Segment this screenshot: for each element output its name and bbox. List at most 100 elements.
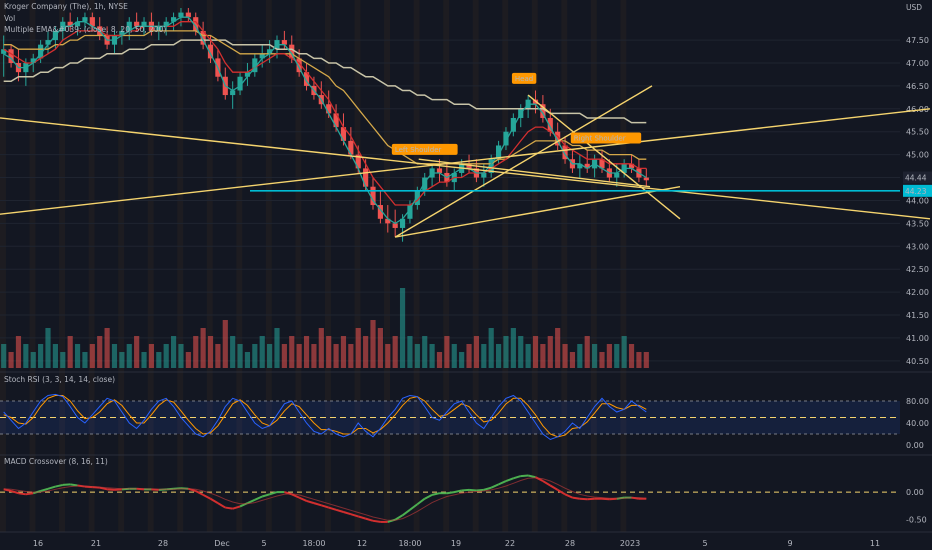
volume-bar (178, 344, 184, 368)
session-band (236, 0, 243, 532)
candle (495, 145, 502, 160)
y-tick-label: 43.00 (906, 242, 929, 251)
candle (67, 21, 73, 27)
candle (370, 186, 376, 206)
volume-bar (215, 344, 221, 368)
macd-segment (84, 485, 93, 489)
candle (296, 58, 302, 73)
macd-segment (549, 484, 559, 491)
x-tick-label: 28 (565, 539, 575, 548)
candle (547, 117, 553, 132)
volume-bar (222, 320, 228, 368)
volume-bar (355, 328, 361, 368)
volume-bar (97, 336, 103, 368)
volume-bar (370, 320, 376, 368)
x-tick-label: 21 (91, 539, 101, 548)
session-band (531, 0, 538, 532)
volume-bar (562, 344, 568, 368)
volume-bar (119, 352, 125, 368)
volume-bar (436, 352, 443, 368)
candle (244, 72, 251, 77)
stoch-rsi-title: Stoch RSI (3, 3, 14, 14, close) (4, 375, 115, 384)
candle (584, 163, 590, 169)
volume-bar (399, 288, 406, 368)
volume-bar (621, 336, 627, 368)
macd-segment (513, 475, 522, 480)
x-tick-label: 22 (505, 539, 515, 548)
macd-segment (468, 488, 477, 492)
candle (333, 113, 339, 128)
macd-segment (306, 499, 315, 505)
support-price-tag-box (903, 184, 932, 197)
macd-segment (114, 488, 122, 491)
volume-bar (15, 336, 22, 368)
session-band (147, 0, 154, 532)
volume-bar (407, 336, 413, 368)
last-price-tag-box (903, 171, 932, 184)
macd-segment (328, 506, 337, 511)
volume-bar (74, 344, 81, 368)
y-tick-label: 40.50 (906, 357, 929, 366)
volume-bar (459, 352, 465, 368)
macd-signal-line (3, 477, 647, 521)
volume-bar (111, 344, 118, 368)
trend-line (0, 117, 931, 220)
macd-segment (99, 486, 108, 491)
volume-bar (614, 344, 620, 368)
candle (134, 21, 140, 27)
macd-segment (202, 493, 211, 500)
chart-title: Kroger Company (The), 1h, NYSE (4, 2, 128, 11)
candle (340, 127, 347, 141)
macd-segment (527, 474, 536, 479)
candle (363, 168, 369, 187)
candle (1, 49, 7, 54)
volume-bar (488, 328, 494, 368)
volume-bar (281, 344, 287, 368)
x-tick-label: 5 (702, 539, 707, 548)
volume-bar (303, 336, 310, 368)
candle (200, 30, 206, 45)
session-band (590, 0, 597, 532)
volume-bar (126, 344, 132, 368)
rsi-tick-label: 0.00 (906, 441, 924, 450)
volume-bar (569, 352, 576, 368)
volume-bar (60, 352, 66, 368)
volume-bar (429, 344, 435, 368)
macd-segment (313, 502, 322, 507)
volume-bar (52, 344, 58, 368)
volume-bar (141, 352, 147, 368)
candle (628, 163, 635, 169)
macd-segment (47, 485, 56, 490)
y-tick-label: 42.00 (906, 288, 929, 297)
candle (82, 17, 88, 22)
candle (267, 49, 273, 54)
macd-segment (409, 503, 418, 511)
volume-bar (592, 344, 598, 368)
session-band (413, 0, 420, 532)
candle (555, 131, 561, 146)
volume-bar (89, 344, 95, 368)
volume-bar (156, 352, 162, 368)
x-tick-label: 28 (158, 539, 168, 548)
macd-segment (254, 495, 263, 501)
macd-segment (92, 486, 100, 489)
candle (289, 44, 295, 59)
candle (185, 12, 191, 18)
macd-segment (269, 491, 278, 496)
session-band (502, 0, 509, 532)
candle (38, 44, 44, 59)
macd-segment (321, 504, 329, 509)
macd-segment (365, 517, 374, 522)
candle (540, 104, 546, 118)
candle (488, 159, 494, 173)
macd-segment (454, 489, 462, 494)
volume-bar (274, 328, 280, 368)
volume-bar (628, 344, 635, 368)
volume-bar (296, 344, 302, 368)
candle (30, 58, 36, 63)
candle (599, 159, 605, 169)
volume-bar (163, 344, 169, 368)
macd-segment (232, 505, 241, 510)
pattern-label-box (391, 143, 458, 155)
